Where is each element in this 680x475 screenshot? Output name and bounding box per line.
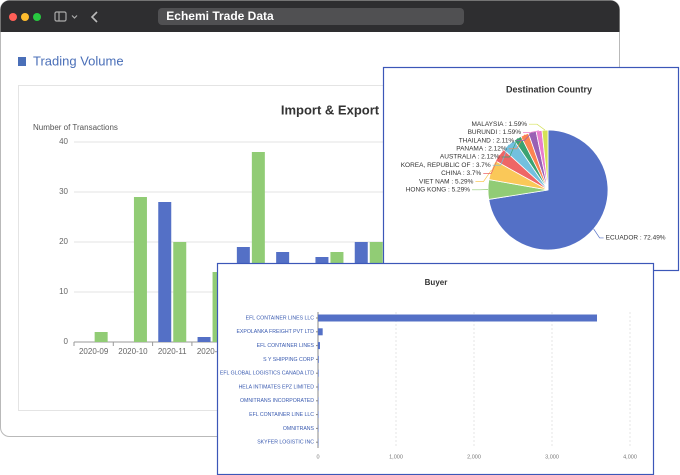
y-tick-label: 0 bbox=[64, 337, 69, 346]
y-tick-label: 30 bbox=[59, 187, 68, 196]
sidebar-toggle[interactable] bbox=[54, 11, 78, 22]
zoom-button[interactable] bbox=[33, 13, 41, 21]
slice-label: VIET NAM : 5.29% bbox=[419, 178, 474, 185]
x-tick-label: 2020-10 bbox=[118, 347, 148, 356]
address-bar[interactable] bbox=[158, 8, 464, 25]
bar bbox=[173, 242, 187, 342]
buyer-chart: Buyer 0 1,000 2,000 3,000 4,000 EFL CONTAINER… bbox=[216, 262, 655, 475]
y-tick-label: HELA INTIMATES EPZ LIMITED bbox=[239, 384, 315, 390]
slice-label: BURUNDI : 1.59% bbox=[468, 129, 522, 136]
y-tick-label: EFL CONTAINER LINE LLC bbox=[249, 412, 314, 418]
slice-label: THAILAND : 2.11% bbox=[459, 137, 515, 144]
bar bbox=[318, 355, 319, 363]
slice-label: ECUADOR : 72.49% bbox=[606, 235, 666, 242]
y-tick-label: SKYFER LOGISTIC INC bbox=[257, 440, 314, 446]
slice-label: CHINA : 3.7% bbox=[441, 170, 481, 177]
x-tick-label: 0 bbox=[316, 454, 319, 460]
y-tick-label: EFL CONTAINER LINES LLC bbox=[246, 315, 315, 321]
slice-label: KOREA, REPUBLIC OF : 3.7% bbox=[401, 162, 491, 169]
leader-line bbox=[523, 130, 540, 133]
dropdown-chevron bbox=[71, 15, 78, 19]
bar bbox=[133, 197, 147, 342]
y-tick-label: 40 bbox=[59, 137, 68, 146]
section-title: Trading Volume bbox=[33, 53, 124, 68]
x-tick-label: 2020-12 bbox=[197, 347, 227, 356]
y-tick-label: 10 bbox=[59, 287, 68, 296]
slice-label: HONG KONG : 5.29% bbox=[406, 187, 471, 194]
chart-title: Import & Export bbox=[281, 102, 380, 117]
sidebar-icon bbox=[54, 11, 67, 22]
y-tick-label: EXPOLANKA FREIGHT PVT LTD bbox=[236, 329, 314, 335]
close-button[interactable] bbox=[9, 13, 17, 21]
leader-line bbox=[593, 228, 604, 239]
leader-line bbox=[516, 131, 533, 141]
destination-country-chart: Destination Country ECUADOR : 72.49% HONG… bbox=[382, 66, 680, 272]
window-title: Echemi Trade Data bbox=[166, 9, 274, 23]
bar bbox=[94, 332, 108, 342]
leader-line bbox=[501, 138, 518, 158]
y-axis-label: Number of Transactions bbox=[33, 123, 118, 132]
x-tick-label: 4,000 bbox=[623, 454, 637, 460]
slice-label: PANAMA : 2.12% bbox=[456, 146, 507, 153]
x-tick-label: 1,000 bbox=[389, 454, 403, 460]
y-tick-label: EFL GLOBAL LOGISTICS CANADA LTD bbox=[220, 371, 314, 377]
x-tick-label: 2020-11 bbox=[158, 347, 187, 356]
bar bbox=[197, 337, 211, 342]
y-tick-label: 20 bbox=[59, 237, 68, 246]
bar bbox=[318, 314, 598, 322]
y-tick-label: S Y SHIPPING CORP bbox=[263, 357, 314, 363]
y-tick-label: EFL CONTAINER LINES bbox=[257, 343, 315, 349]
x-tick-label: 2020-09 bbox=[79, 347, 109, 356]
leader-line bbox=[475, 169, 492, 182]
leader-line bbox=[492, 144, 509, 166]
pie-slice bbox=[541, 129, 549, 191]
x-tick-label: 3,000 bbox=[545, 454, 559, 460]
slice-label: AUSTRALIA : 2.12% bbox=[440, 154, 500, 161]
bar bbox=[318, 342, 320, 350]
minimize-button[interactable] bbox=[21, 13, 29, 21]
slice-label: MALAYSIA : 1.59% bbox=[471, 121, 527, 128]
chart-title: Destination Country bbox=[506, 84, 592, 94]
y-tick-label: OMNITRANS bbox=[283, 426, 315, 432]
leader-line bbox=[529, 123, 546, 131]
chart-title: Buyer bbox=[425, 278, 448, 287]
leader-line bbox=[483, 154, 500, 174]
section-marker bbox=[18, 57, 26, 66]
bar bbox=[318, 328, 323, 336]
bar bbox=[158, 202, 172, 342]
bar bbox=[318, 369, 319, 377]
back-button[interactable] bbox=[90, 11, 98, 23]
chart-panel bbox=[216, 262, 655, 475]
bar bbox=[318, 383, 319, 391]
y-tick-label: OMNITRANS INCORPORATED bbox=[240, 398, 314, 404]
leader-line bbox=[508, 134, 525, 150]
x-tick-label: 2,000 bbox=[467, 454, 481, 460]
